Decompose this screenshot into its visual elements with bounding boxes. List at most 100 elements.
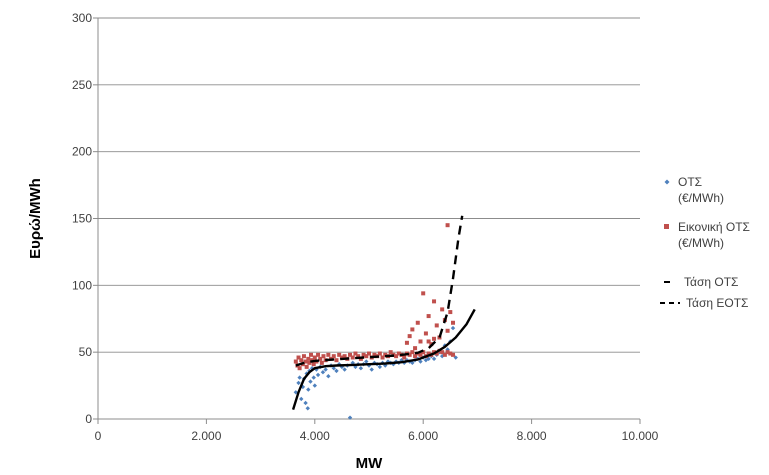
data-point bbox=[445, 223, 450, 228]
data-point bbox=[301, 354, 306, 359]
data-point bbox=[418, 359, 423, 364]
x-tick-label: 10.000 bbox=[622, 429, 659, 443]
data-point bbox=[299, 358, 304, 363]
data-point bbox=[380, 355, 385, 360]
data-point bbox=[448, 310, 453, 315]
data-point bbox=[353, 351, 358, 356]
data-point bbox=[450, 325, 456, 331]
data-point bbox=[306, 356, 311, 361]
data-point bbox=[407, 334, 412, 339]
data-point bbox=[358, 366, 364, 371]
x-tick-label: 2.000 bbox=[191, 429, 221, 443]
legend-label: ΟΤΣ bbox=[678, 175, 702, 189]
data-point bbox=[396, 351, 401, 356]
data-point bbox=[451, 320, 456, 325]
y-axis-title: Ευρώ/MWh bbox=[27, 178, 44, 259]
data-point bbox=[367, 351, 371, 356]
data-point bbox=[369, 367, 374, 372]
data-point bbox=[348, 352, 353, 357]
data-point bbox=[410, 350, 415, 355]
data-point bbox=[311, 362, 316, 367]
data-point bbox=[321, 354, 326, 359]
data-point bbox=[404, 340, 409, 345]
trendline bbox=[295, 215, 464, 367]
legend-label: (€/MWh) bbox=[678, 191, 724, 205]
data-point bbox=[364, 359, 369, 364]
data-point bbox=[342, 354, 347, 359]
data-point bbox=[372, 352, 377, 357]
x-tick-label: 0 bbox=[95, 429, 102, 443]
data-point bbox=[415, 320, 420, 325]
series-2 bbox=[291, 308, 476, 410]
data-point bbox=[303, 400, 308, 406]
data-point bbox=[323, 367, 328, 372]
axes bbox=[93, 17, 641, 424]
legend-marker bbox=[664, 224, 669, 229]
data-point bbox=[334, 358, 339, 363]
x-tick-label: 6.000 bbox=[408, 429, 438, 443]
legend-item: ΟΤΣ (€/MWh) bbox=[664, 175, 724, 205]
y-tick-label: 150 bbox=[72, 212, 92, 226]
data-point bbox=[410, 327, 415, 332]
data-point bbox=[440, 307, 445, 312]
data-point bbox=[431, 356, 437, 362]
data-point bbox=[364, 354, 369, 359]
data-point bbox=[318, 356, 323, 361]
data-point bbox=[312, 383, 317, 388]
data-point bbox=[315, 372, 321, 378]
legend-item: Εικονική ΟΤΣ (€/MWh) bbox=[664, 220, 750, 250]
data-point bbox=[361, 352, 366, 357]
series-3 bbox=[295, 215, 464, 367]
data-point bbox=[303, 359, 308, 364]
data-point bbox=[434, 351, 439, 356]
data-point bbox=[402, 355, 407, 360]
data-point bbox=[421, 350, 426, 355]
data-point bbox=[448, 351, 453, 356]
data-point bbox=[311, 375, 316, 380]
x-axis-title: MW bbox=[356, 455, 383, 472]
data-point bbox=[297, 366, 302, 371]
y-tick-label: 250 bbox=[72, 78, 92, 92]
data-point bbox=[350, 355, 355, 360]
data-point bbox=[407, 352, 412, 357]
data-point bbox=[432, 299, 437, 304]
x-tick-label: 8.000 bbox=[517, 429, 547, 443]
gridlines bbox=[98, 17, 640, 353]
y-tick-label: 0 bbox=[85, 412, 92, 426]
data-point bbox=[356, 354, 361, 359]
legend-item: Τάση ΟΤΣ bbox=[664, 275, 738, 289]
data-point bbox=[434, 323, 439, 328]
data-point bbox=[445, 350, 450, 355]
data-point bbox=[437, 335, 442, 340]
y-tick-label: 200 bbox=[72, 145, 92, 159]
data-point bbox=[319, 360, 324, 365]
data-point bbox=[305, 406, 310, 411]
data-point bbox=[296, 380, 301, 386]
data-point bbox=[442, 352, 447, 357]
data-point bbox=[331, 366, 336, 371]
data-point bbox=[299, 396, 304, 402]
data-point bbox=[326, 352, 331, 357]
data-point bbox=[304, 364, 309, 369]
data-point bbox=[377, 364, 383, 370]
data-point bbox=[297, 375, 302, 380]
data-point bbox=[388, 350, 393, 355]
data-point bbox=[377, 351, 382, 356]
y-tick-label: 50 bbox=[79, 345, 93, 359]
data-point bbox=[426, 314, 431, 319]
data-point bbox=[440, 350, 445, 355]
legend-label: Τάση ΟΤΣ bbox=[684, 275, 738, 289]
data-point bbox=[316, 352, 321, 357]
data-point bbox=[334, 368, 339, 374]
legend-label: Τάση ΕΟΤΣ bbox=[686, 296, 748, 310]
data-point bbox=[342, 367, 347, 372]
data-point bbox=[308, 379, 313, 384]
y-tick-label: 100 bbox=[72, 278, 92, 292]
data-point bbox=[331, 354, 336, 359]
data-point bbox=[418, 352, 423, 357]
trendline bbox=[291, 308, 476, 410]
data-point bbox=[432, 336, 437, 341]
data-point bbox=[347, 415, 353, 420]
legend: ΟΤΣ (€/MWh) Εικονική ΟΤΣ (€/MWh) Τάση ΟΤΣ Τάσ… bbox=[660, 175, 750, 310]
data-point bbox=[326, 374, 331, 379]
